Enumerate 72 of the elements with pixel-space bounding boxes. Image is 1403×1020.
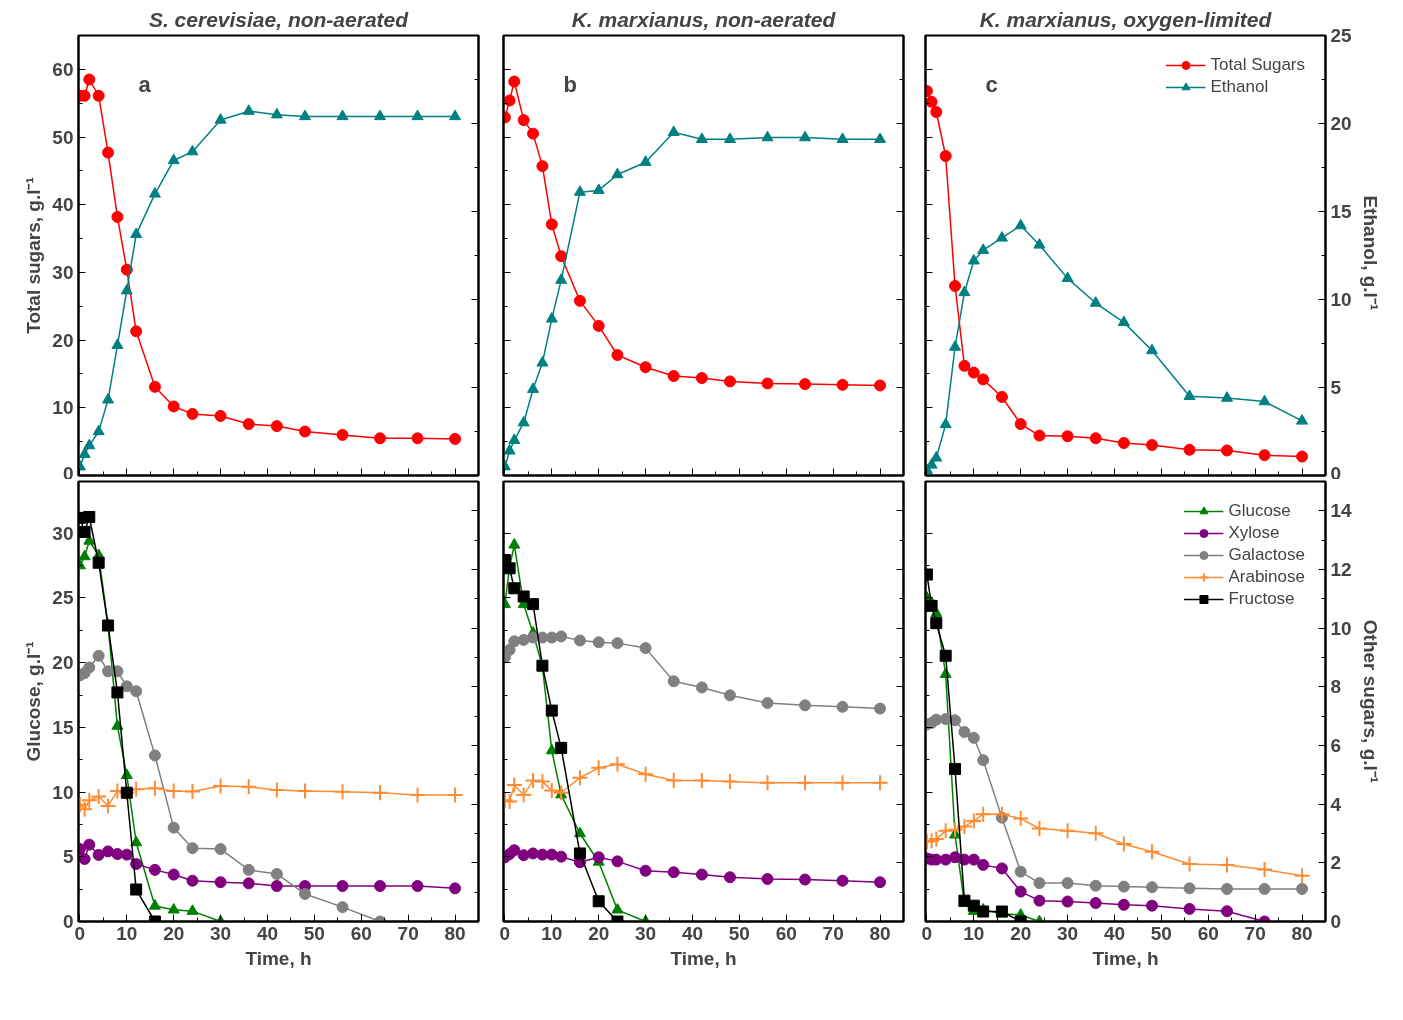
x-tick-label: 30 (210, 922, 232, 944)
x-tick-label: 60 (1197, 922, 1219, 944)
x-tick-label: 10 (541, 922, 563, 944)
legend-label: Xylose (1228, 523, 1280, 543)
y2-tick-label: 6 (1330, 735, 1342, 756)
x-tick-label: 40 (256, 922, 279, 944)
y-tick-label: 5 (62, 846, 74, 868)
x-tick-label: 50 (1150, 922, 1172, 944)
x-tick-label: 80 (869, 922, 891, 944)
y2-tick-label: 10 (1330, 289, 1352, 310)
y2-tick-label: 14 (1330, 500, 1353, 522)
x-tick-label: 0 (499, 922, 511, 944)
y-tick-label: 0 (62, 462, 74, 484)
y2-tick-label: 8 (1330, 676, 1342, 698)
y-tick-label: 10 (52, 397, 74, 419)
y-tick-label: 20 (52, 329, 74, 351)
annotation: a (138, 72, 152, 98)
x-tick-label: 0 (921, 922, 933, 944)
chart-title: K. marxianus, oxygen-limited (979, 7, 1273, 31)
y-axis-title: Glucose, g.l⁻¹ (23, 641, 45, 762)
x-tick-label: 10 (963, 922, 985, 944)
x-axis-title: Time, h (1092, 947, 1159, 969)
x-tick-label: 40 (681, 922, 704, 944)
y-tick-label: 40 (52, 194, 74, 216)
x-tick-label: 10 (116, 922, 138, 944)
x-tick-label: 40 (1103, 922, 1126, 944)
y-tick-label: 30 (52, 261, 74, 283)
y2-axis-title: Other sugars, g.l⁻¹ (1359, 619, 1381, 784)
y2-tick-label: 20 (1330, 113, 1352, 134)
y2-tick-label: 5 (1330, 377, 1342, 398)
y2-tick-label: 4 (1330, 793, 1342, 815)
x-tick-label: 60 (775, 922, 797, 944)
annotation: c (985, 72, 998, 98)
y-axis-title: Total sugars, g.l⁻¹ (23, 177, 45, 334)
y-tick-label: 50 (52, 126, 74, 148)
y2-axis-title: Ethanol, g.l⁻¹ (1359, 195, 1381, 311)
x-tick-label: 30 (635, 922, 657, 944)
legend-label: Galactose (1228, 545, 1305, 565)
y2-tick-label: 12 (1330, 559, 1352, 580)
x-tick-label: 20 (163, 922, 185, 944)
annotation: b (563, 72, 577, 98)
legend-label: Arabinose (1228, 567, 1305, 587)
x-tick-label: 50 (303, 922, 325, 944)
x-tick-label: 50 (728, 922, 750, 944)
x-tick-label: 20 (1010, 922, 1032, 944)
y-tick-label: 15 (52, 716, 74, 738)
y2-tick-label: 10 (1330, 617, 1352, 639)
y-tick-label: 20 (52, 652, 74, 674)
y-tick-label: 25 (52, 587, 74, 609)
x-axis-title: Time, h (245, 947, 312, 969)
x-tick-label: 70 (397, 922, 419, 944)
y-tick-label: 60 (52, 58, 74, 80)
x-tick-label: 70 (1244, 922, 1266, 944)
x-tick-label: 30 (1057, 922, 1079, 944)
chart-title: K. marxianus, non-aerated (571, 7, 837, 31)
x-tick-label: 20 (588, 922, 610, 944)
y2-tick-label: 0 (1330, 462, 1342, 484)
legend-label: Fructose (1228, 589, 1295, 609)
x-tick-label: 80 (1291, 922, 1313, 944)
y2-tick-label: 2 (1330, 852, 1342, 874)
legend-label: Ethanol (1210, 77, 1269, 97)
y-tick-label: 30 (52, 522, 74, 544)
x-axis-title: Time, h (670, 947, 737, 969)
legend-label: Glucose (1228, 501, 1291, 521)
x-tick-label: 70 (822, 922, 844, 944)
chart-title: S. cerevisiae, non-aerated (148, 7, 410, 31)
y2-tick-label: 15 (1330, 201, 1353, 222)
legend-label: Total Sugars (1210, 55, 1305, 75)
x-tick-label: 60 (350, 922, 372, 944)
x-tick-label: 80 (444, 922, 466, 944)
y2-tick-label: 25 (1330, 25, 1353, 46)
y-tick-label: 10 (52, 781, 74, 803)
